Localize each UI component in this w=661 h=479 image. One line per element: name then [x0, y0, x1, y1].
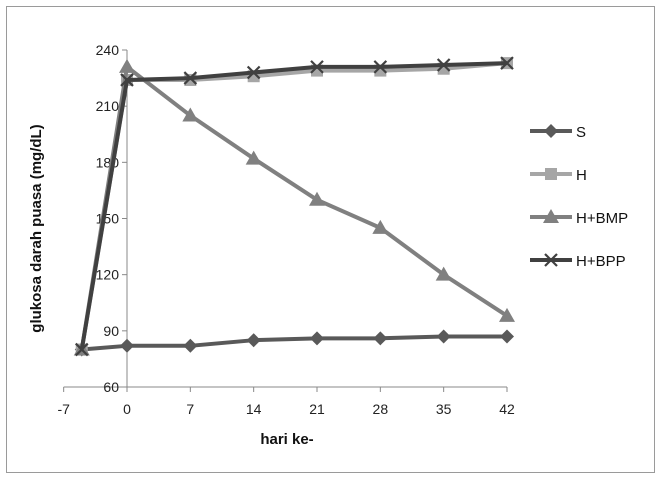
series-line-s — [81, 334, 507, 352]
y-axis-title: glukosa darah puasa (mg/dL) — [28, 124, 45, 332]
legend-label: H+BPP — [576, 253, 626, 270]
data-point — [436, 329, 451, 344]
legend-marker — [544, 253, 558, 267]
x-tick-label: 35 — [436, 401, 452, 417]
x-tick-label: 28 — [373, 401, 389, 417]
legend-label: H+BMP — [576, 210, 628, 227]
y-tick-label: 210 — [96, 98, 120, 114]
data-point — [436, 58, 451, 72]
data-point — [245, 150, 262, 165]
series-line-h — [79, 61, 508, 350]
data-point — [500, 329, 514, 344]
x-tick-label: 42 — [499, 401, 515, 417]
data-point — [309, 191, 325, 206]
data-point — [246, 65, 261, 80]
data-point — [246, 333, 261, 348]
data-point — [310, 60, 324, 74]
x-tick-label: 7 — [186, 401, 194, 417]
x-tick-label: -7 — [57, 401, 70, 417]
data-point — [499, 307, 515, 322]
data-point — [74, 342, 89, 357]
y-tick-label: 90 — [103, 323, 119, 339]
data-point — [183, 71, 198, 85]
data-point — [373, 60, 388, 74]
legend-marker — [543, 209, 559, 223]
x-tick-label: 21 — [309, 401, 325, 417]
x-axis-title: hari ke- — [260, 431, 313, 448]
y-tick-label: 60 — [103, 379, 119, 395]
y-tick-label: 150 — [96, 211, 120, 227]
data-point — [435, 266, 452, 281]
data-point — [372, 219, 389, 234]
chart-frame — [6, 6, 655, 473]
data-point — [182, 107, 199, 122]
series-line-h-bmp — [79, 64, 509, 350]
legend-label: H — [576, 167, 587, 184]
y-tick-label: 120 — [96, 267, 120, 283]
data-point — [120, 73, 134, 87]
series-line-h-bpp — [79, 61, 508, 350]
data-point — [373, 331, 388, 346]
legend-label: S — [576, 124, 586, 141]
data-point — [183, 338, 198, 353]
y-tick-label: 240 — [96, 42, 120, 58]
data-point — [500, 56, 514, 70]
data-point — [120, 338, 134, 353]
x-tick-label: 0 — [123, 401, 131, 417]
x-tick-label: 14 — [246, 401, 262, 417]
data-point — [119, 58, 135, 73]
data-point — [310, 331, 324, 346]
legend-marker — [544, 124, 558, 138]
legend-marker — [545, 168, 557, 180]
